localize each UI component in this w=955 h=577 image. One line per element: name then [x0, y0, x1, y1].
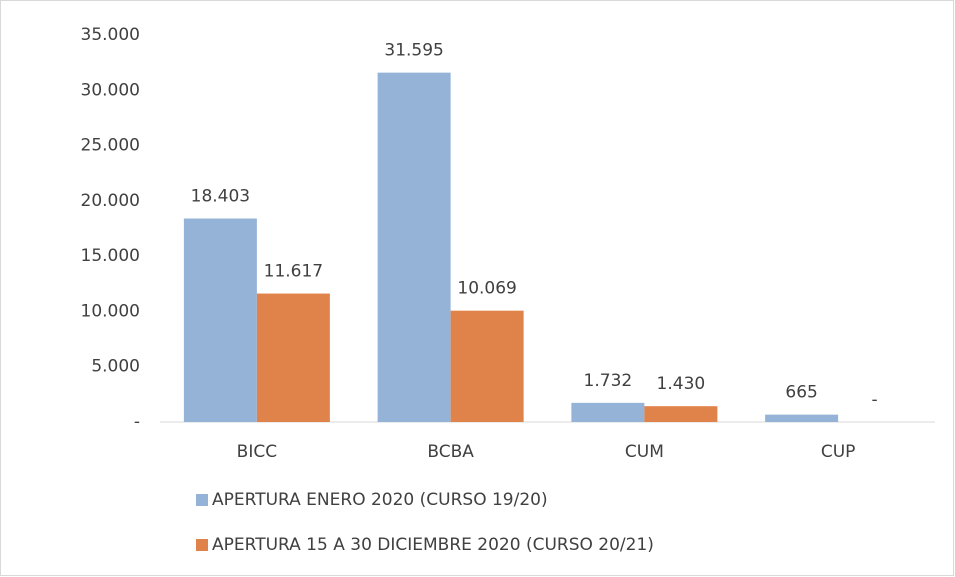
- y-tick-label: 35.000: [81, 25, 140, 45]
- bar: [450, 310, 524, 422]
- y-tick-label: -: [134, 412, 140, 432]
- x-tick-label: CUM: [625, 442, 664, 462]
- bar: [765, 414, 839, 422]
- data-label: 10.069: [457, 279, 516, 299]
- x-tick-label: CUP: [821, 442, 856, 462]
- data-label: 18.403: [191, 187, 250, 207]
- data-label: 11.617: [264, 262, 323, 282]
- y-tick-label: 30.000: [81, 80, 140, 100]
- bar: [571, 402, 645, 422]
- y-tick-label: 10.000: [81, 301, 140, 321]
- x-tick-label: BICC: [237, 442, 277, 462]
- bar: [377, 72, 451, 423]
- data-label: 1.430: [657, 374, 706, 394]
- data-label: -: [872, 390, 878, 410]
- x-tick-label: BCBA: [427, 442, 474, 462]
- data-label: 665: [785, 383, 817, 403]
- bar: [183, 218, 257, 422]
- y-tick-label: 20.000: [81, 191, 140, 211]
- data-label: 1.732: [584, 371, 633, 391]
- y-tick-label: 15.000: [81, 246, 140, 266]
- y-tick-label: 25.000: [81, 136, 140, 156]
- data-label: 31.595: [384, 41, 443, 61]
- bar: [256, 293, 330, 422]
- legend-swatch: [196, 494, 208, 506]
- legend-label: APERTURA 15 A 30 DICIEMBRE 2020 (CURSO 2…: [212, 535, 654, 555]
- legend-label: APERTURA ENERO 2020 (CURSO 19/20): [212, 490, 548, 510]
- legend-swatch: [196, 539, 208, 551]
- bar: [644, 406, 718, 422]
- y-tick-label: 5.000: [91, 357, 140, 377]
